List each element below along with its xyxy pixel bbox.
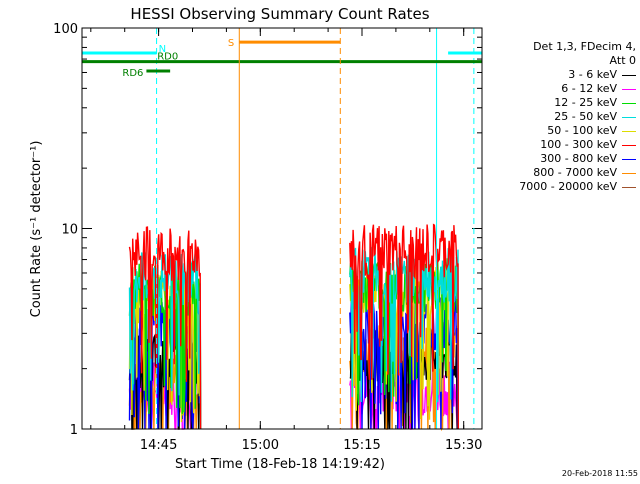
y-axis-label: Count Rate (s⁻¹ detector⁻¹)	[29, 141, 44, 318]
legend-label: 100 - 300 keV	[540, 138, 617, 151]
legend-label: 800 - 7000 keV	[533, 166, 617, 179]
legend-label: 50 - 100 keV	[547, 124, 617, 137]
legend-entry: 7000 - 20000 keV	[498, 180, 636, 194]
legend-swatch	[622, 130, 636, 132]
x-tick-label: 14:45	[140, 438, 177, 453]
legend-entry: 12 - 25 keV	[498, 96, 636, 110]
legend-entry: 100 - 300 keV	[498, 138, 636, 152]
flag-label: RD6	[122, 68, 143, 79]
legend-label: 7000 - 20000 keV	[519, 180, 617, 193]
x-axis-label: Start Time (18-Feb-18 14:19:42)	[175, 457, 385, 472]
legend-entry: 25 - 50 keV	[498, 110, 636, 124]
legend-header-line-2: Att 0	[609, 54, 636, 67]
series-line	[349, 245, 459, 430]
series-line	[349, 223, 459, 430]
y-tick-label: 100	[53, 22, 78, 37]
legend-swatch	[622, 172, 636, 174]
flag-label: S	[228, 38, 234, 49]
legend-label: 3 - 6 keV	[568, 68, 617, 81]
footer-timestamp: 20-Feb-2018 11:55	[561, 469, 638, 478]
legend-swatch	[622, 116, 636, 118]
plot-frame	[81, 27, 483, 430]
flag-label: RD0	[157, 52, 178, 63]
legend-swatch	[622, 102, 636, 104]
x-tick-label: 15:30	[445, 438, 482, 453]
flag-label: N	[159, 44, 166, 55]
y-tick-label: 1	[70, 423, 78, 438]
legend-swatch	[622, 88, 636, 90]
legend-entry: 300 - 800 keV	[498, 152, 636, 166]
legend-label: 300 - 800 keV	[540, 152, 617, 165]
legend: Det 1,3, FDecim 4, Att 0 3 - 6 keV 6 - 12…	[498, 40, 636, 194]
legend-swatch	[622, 144, 636, 146]
legend-header-line-1: Det 1,3, FDecim 4,	[533, 40, 636, 53]
legend-swatch	[622, 186, 636, 188]
chart-title: HESSI Observing Summary Count Rates	[130, 5, 429, 23]
series-line	[128, 226, 202, 430]
legend-swatch	[622, 74, 636, 76]
legend-entry: 800 - 7000 keV	[498, 166, 636, 180]
legend-entry: 50 - 100 keV	[498, 124, 636, 138]
legend-entry: 3 - 6 keV	[498, 68, 636, 82]
x-tick-label: 15:00	[242, 438, 279, 453]
legend-swatch	[622, 158, 636, 160]
legend-label: 12 - 25 keV	[554, 96, 617, 109]
legend-label: 25 - 50 keV	[554, 110, 617, 123]
legend-entry: 6 - 12 keV	[498, 82, 636, 96]
legend-label: 6 - 12 keV	[561, 82, 617, 95]
x-tick-label: 15:15	[343, 438, 380, 453]
y-tick-label: 10	[61, 223, 78, 238]
